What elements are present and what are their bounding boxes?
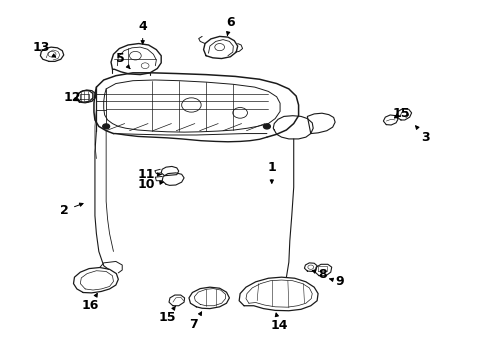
Text: 13: 13	[33, 41, 56, 57]
Text: 2: 2	[60, 203, 83, 217]
Text: 9: 9	[330, 275, 344, 288]
Text: 5: 5	[117, 52, 130, 69]
Text: 7: 7	[190, 312, 201, 331]
Text: 1: 1	[268, 161, 276, 183]
Text: 6: 6	[226, 16, 235, 35]
Text: 15: 15	[158, 306, 176, 324]
Text: 3: 3	[416, 126, 430, 144]
Text: 8: 8	[312, 268, 327, 281]
Text: 16: 16	[81, 293, 99, 312]
Text: 11: 11	[138, 168, 161, 181]
Text: 15: 15	[392, 107, 410, 120]
Circle shape	[103, 124, 110, 129]
Circle shape	[264, 124, 270, 129]
Text: 10: 10	[138, 178, 163, 191]
Text: 14: 14	[270, 313, 288, 332]
Text: 4: 4	[138, 20, 147, 44]
Text: 12: 12	[63, 91, 81, 104]
